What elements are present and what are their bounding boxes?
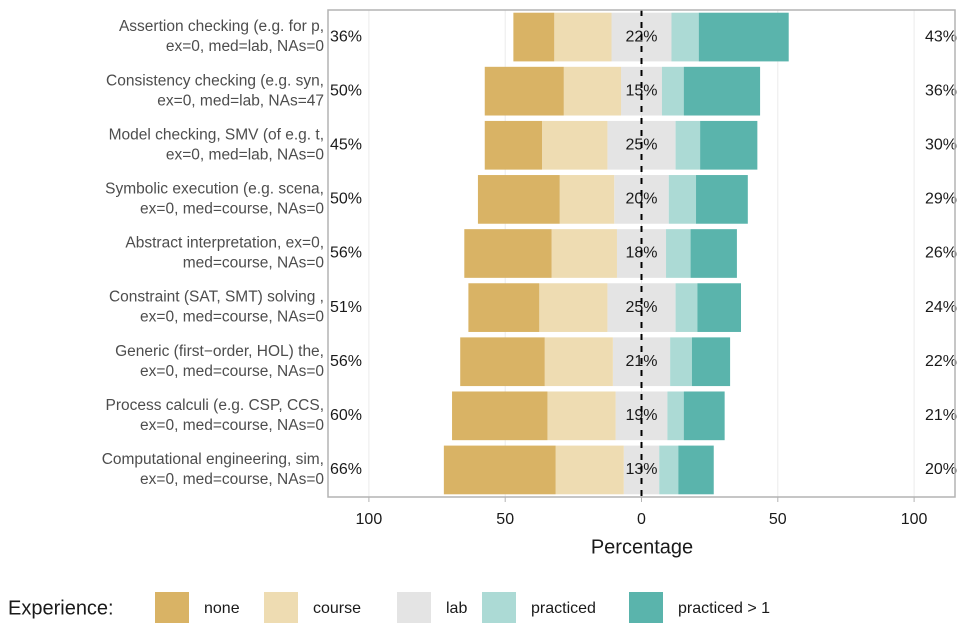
legend-title: Experience:: [8, 597, 114, 619]
bar-segment: [484, 120, 542, 170]
category-label: med=course, NAs=0: [183, 255, 325, 272]
category-label: Generic (first−order, HOL) the,: [115, 343, 324, 360]
center-label: 20%: [625, 191, 657, 208]
left-label: 66%: [330, 461, 362, 478]
bar-segment: [464, 229, 552, 278]
bar-segment: [697, 283, 742, 332]
category-label: Process calculi (e.g. CSP, CCS,: [105, 397, 324, 414]
category-label: Symbolic execution (e.g. scena,: [105, 180, 324, 197]
right-label: 22%: [925, 353, 957, 370]
bar-segment: [555, 445, 624, 495]
right-label: 24%: [925, 299, 957, 316]
category-label: ex=0, med=course, NAs=0: [140, 471, 324, 488]
category-label: ex=0, med=lab, NAs=47: [157, 92, 324, 109]
left-label: 56%: [330, 353, 362, 370]
right-label: 21%: [925, 407, 957, 424]
bar-segment: [700, 120, 758, 170]
bar-segment: [698, 12, 789, 62]
left-label: 56%: [330, 245, 362, 262]
bar-segment: [539, 283, 608, 332]
x-tick-label: 0: [637, 511, 646, 528]
bar-segment: [468, 283, 540, 332]
bar-segment: [678, 445, 714, 495]
legend-swatch: [155, 592, 189, 623]
right-label: 26%: [925, 245, 957, 262]
category-label: ex=0, med=course, NAs=0: [140, 363, 324, 380]
legend-label: none: [204, 600, 240, 617]
x-tick-label: 100: [901, 511, 928, 528]
legend-swatch: [264, 592, 298, 623]
legend-swatch: [482, 592, 516, 623]
bar-segment: [547, 391, 616, 441]
bar-segment: [670, 337, 692, 387]
category-label: ex=0, med=course, NAs=0: [140, 417, 324, 434]
legend-swatch: [397, 592, 431, 623]
left-label: 50%: [330, 82, 362, 99]
left-label: 60%: [330, 407, 362, 424]
category-label: ex=0, med=course, NAs=0: [140, 200, 324, 217]
category-label: Consistency checking (e.g. syn,: [106, 72, 324, 89]
bar-segment: [661, 66, 684, 116]
bar-segment: [484, 66, 564, 116]
left-label: 50%: [330, 191, 362, 208]
category-label: ex=0, med=lab, NAs=0: [166, 146, 324, 163]
category-label: Constraint (SAT, SMT) solving ,: [109, 289, 324, 306]
bar-segment: [691, 337, 731, 387]
category-label: ex=0, med=course, NAs=0: [140, 309, 324, 326]
bar-segment: [443, 445, 556, 495]
x-tick-label: 50: [496, 511, 514, 528]
panel-border: [327, 9, 956, 498]
left-label: 45%: [330, 136, 362, 153]
bar-segment: [460, 337, 545, 387]
category-label: Model checking, SMV (of e.g. t,: [109, 126, 324, 143]
x-axis-label: Percentage: [591, 536, 693, 558]
legend-label: practiced > 1: [678, 600, 770, 617]
bar-segment: [690, 229, 737, 278]
right-label: 20%: [925, 461, 957, 478]
bar-segment: [671, 12, 699, 62]
bar-segment: [683, 391, 725, 441]
bar-segment: [559, 175, 615, 224]
center-label: 25%: [625, 299, 657, 316]
legend-swatch: [629, 592, 663, 623]
bar-segment: [551, 229, 617, 278]
left-label: 36%: [330, 28, 362, 45]
bar-segment: [675, 120, 701, 170]
center-label: 19%: [625, 407, 657, 424]
bar-segment: [666, 229, 691, 278]
right-label: 36%: [925, 82, 957, 99]
left-label: 51%: [330, 299, 362, 316]
legend-label: lab: [446, 600, 467, 617]
bar-segment: [554, 12, 612, 62]
category-label: ex=0, med=lab, NAs=0: [166, 38, 324, 55]
bar-segment: [683, 66, 761, 116]
bar-segment: [668, 175, 697, 224]
bar-segment: [659, 445, 679, 495]
bar-segment: [477, 175, 560, 224]
category-label: Assertion checking (e.g. for p,: [119, 18, 324, 35]
bar-segment: [675, 283, 698, 332]
bar-segment: [452, 391, 548, 441]
bar-segment: [667, 391, 684, 441]
bar-segment: [544, 337, 613, 387]
bar-segment: [563, 66, 622, 116]
x-tick-label: 100: [356, 511, 383, 528]
bar-segment: [513, 12, 555, 62]
center-label: 15%: [625, 82, 657, 99]
bar-segment: [696, 175, 748, 224]
legend-label: practiced: [531, 600, 596, 617]
right-label: 29%: [925, 191, 957, 208]
right-label: 30%: [925, 136, 957, 153]
category-label: Computational engineering, sim,: [102, 451, 324, 468]
legend-label: course: [313, 600, 361, 617]
bar-segment: [541, 120, 608, 170]
x-tick-label: 50: [769, 511, 787, 528]
right-label: 43%: [925, 28, 957, 45]
category-label: Abstract interpretation, ex=0,: [125, 235, 324, 252]
